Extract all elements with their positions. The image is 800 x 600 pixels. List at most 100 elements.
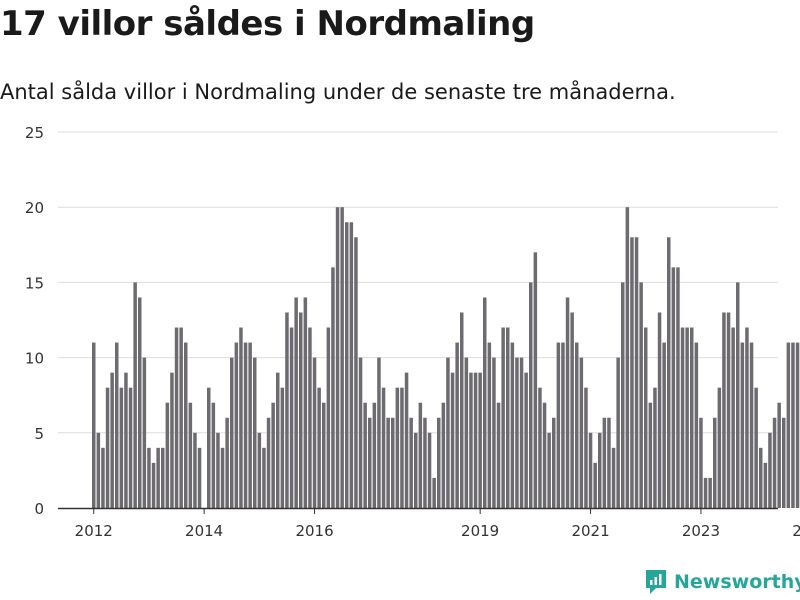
bar bbox=[772, 417, 777, 508]
bar bbox=[124, 372, 128, 508]
bar bbox=[358, 357, 363, 508]
bar bbox=[271, 402, 275, 508]
bar bbox=[607, 417, 611, 508]
bar bbox=[133, 282, 137, 508]
bar bbox=[602, 417, 607, 508]
bar bbox=[262, 447, 266, 508]
brand-name: Newsworthy bbox=[674, 571, 800, 593]
bar bbox=[372, 402, 377, 508]
bar bbox=[96, 432, 101, 508]
bar bbox=[377, 357, 381, 508]
bar bbox=[630, 237, 634, 508]
bar bbox=[322, 402, 326, 508]
bar bbox=[703, 477, 708, 508]
bar bbox=[685, 327, 689, 508]
bar bbox=[156, 447, 160, 508]
y-axis-tick-labels: 0 5 10 15 20 25 bbox=[25, 124, 44, 518]
bar bbox=[230, 357, 234, 508]
bar bbox=[441, 402, 446, 508]
bar bbox=[239, 327, 243, 508]
bar bbox=[248, 342, 252, 508]
bar bbox=[257, 432, 262, 508]
bar bbox=[662, 342, 666, 508]
bar bbox=[634, 237, 639, 508]
bar bbox=[795, 342, 800, 508]
y-tick-label: 0 bbox=[34, 500, 44, 518]
bar bbox=[782, 417, 786, 508]
x-tick-label: 2016 bbox=[295, 522, 333, 540]
bar bbox=[414, 432, 418, 508]
bar bbox=[713, 417, 717, 508]
bar bbox=[538, 387, 542, 508]
bar bbox=[400, 387, 404, 508]
bar bbox=[207, 387, 211, 508]
bar bbox=[174, 327, 179, 508]
bar bbox=[524, 372, 528, 508]
bar bbox=[317, 387, 321, 508]
bar bbox=[579, 357, 584, 508]
bar bbox=[266, 417, 271, 508]
bar bbox=[128, 387, 133, 508]
bar bbox=[473, 372, 478, 508]
y-tick-label: 5 bbox=[34, 425, 44, 443]
bar bbox=[308, 327, 312, 508]
chart-title: 17 villor såldes i Nordmaling bbox=[0, 4, 535, 44]
bar bbox=[354, 237, 358, 508]
bar bbox=[588, 432, 593, 508]
y-tick-label: 20 bbox=[25, 199, 44, 217]
bar bbox=[469, 372, 473, 508]
bar bbox=[432, 477, 436, 508]
bar bbox=[598, 432, 602, 508]
bar bbox=[726, 312, 731, 508]
bar bbox=[584, 387, 588, 508]
bar bbox=[478, 372, 482, 508]
bar bbox=[644, 327, 648, 508]
x-tick-label: 2019 bbox=[461, 522, 499, 540]
bar bbox=[285, 312, 289, 508]
y-tick-label: 25 bbox=[25, 124, 44, 142]
bar bbox=[151, 462, 156, 508]
bar bbox=[184, 342, 188, 508]
bar bbox=[575, 342, 579, 508]
bar bbox=[363, 402, 367, 508]
bar bbox=[570, 312, 574, 508]
y-tick-label: 10 bbox=[25, 350, 44, 368]
bar bbox=[427, 432, 432, 508]
bar bbox=[450, 372, 455, 508]
bar bbox=[368, 417, 372, 508]
bar bbox=[483, 297, 487, 508]
bar bbox=[519, 357, 524, 508]
bar bbox=[690, 327, 694, 508]
bar bbox=[299, 312, 303, 508]
bar bbox=[676, 267, 680, 508]
bar bbox=[386, 417, 390, 508]
bar bbox=[777, 402, 781, 508]
bar bbox=[731, 327, 735, 508]
bar bbox=[625, 207, 630, 508]
bar bbox=[115, 342, 119, 508]
bar bbox=[193, 432, 197, 508]
bar bbox=[345, 222, 349, 509]
bar bbox=[722, 312, 726, 508]
bar bbox=[437, 417, 441, 508]
bar bbox=[506, 327, 510, 508]
bar bbox=[105, 387, 110, 508]
x-tick-label: 2012 bbox=[75, 522, 113, 540]
bar bbox=[708, 477, 712, 508]
bar bbox=[349, 222, 354, 509]
bar bbox=[455, 342, 459, 508]
bar bbox=[303, 297, 308, 508]
bar bbox=[326, 327, 331, 508]
bar bbox=[749, 342, 754, 508]
bar bbox=[197, 447, 202, 508]
bar bbox=[225, 417, 229, 508]
chart-subtitle: Antal sålda villor i Nordmaling under de… bbox=[0, 80, 676, 104]
bar bbox=[515, 357, 519, 508]
bar bbox=[593, 462, 597, 508]
bar bbox=[759, 447, 763, 508]
bar bbox=[409, 417, 413, 508]
bar bbox=[211, 402, 216, 508]
newsworthy-logo-icon bbox=[646, 570, 666, 594]
bar bbox=[464, 357, 469, 508]
